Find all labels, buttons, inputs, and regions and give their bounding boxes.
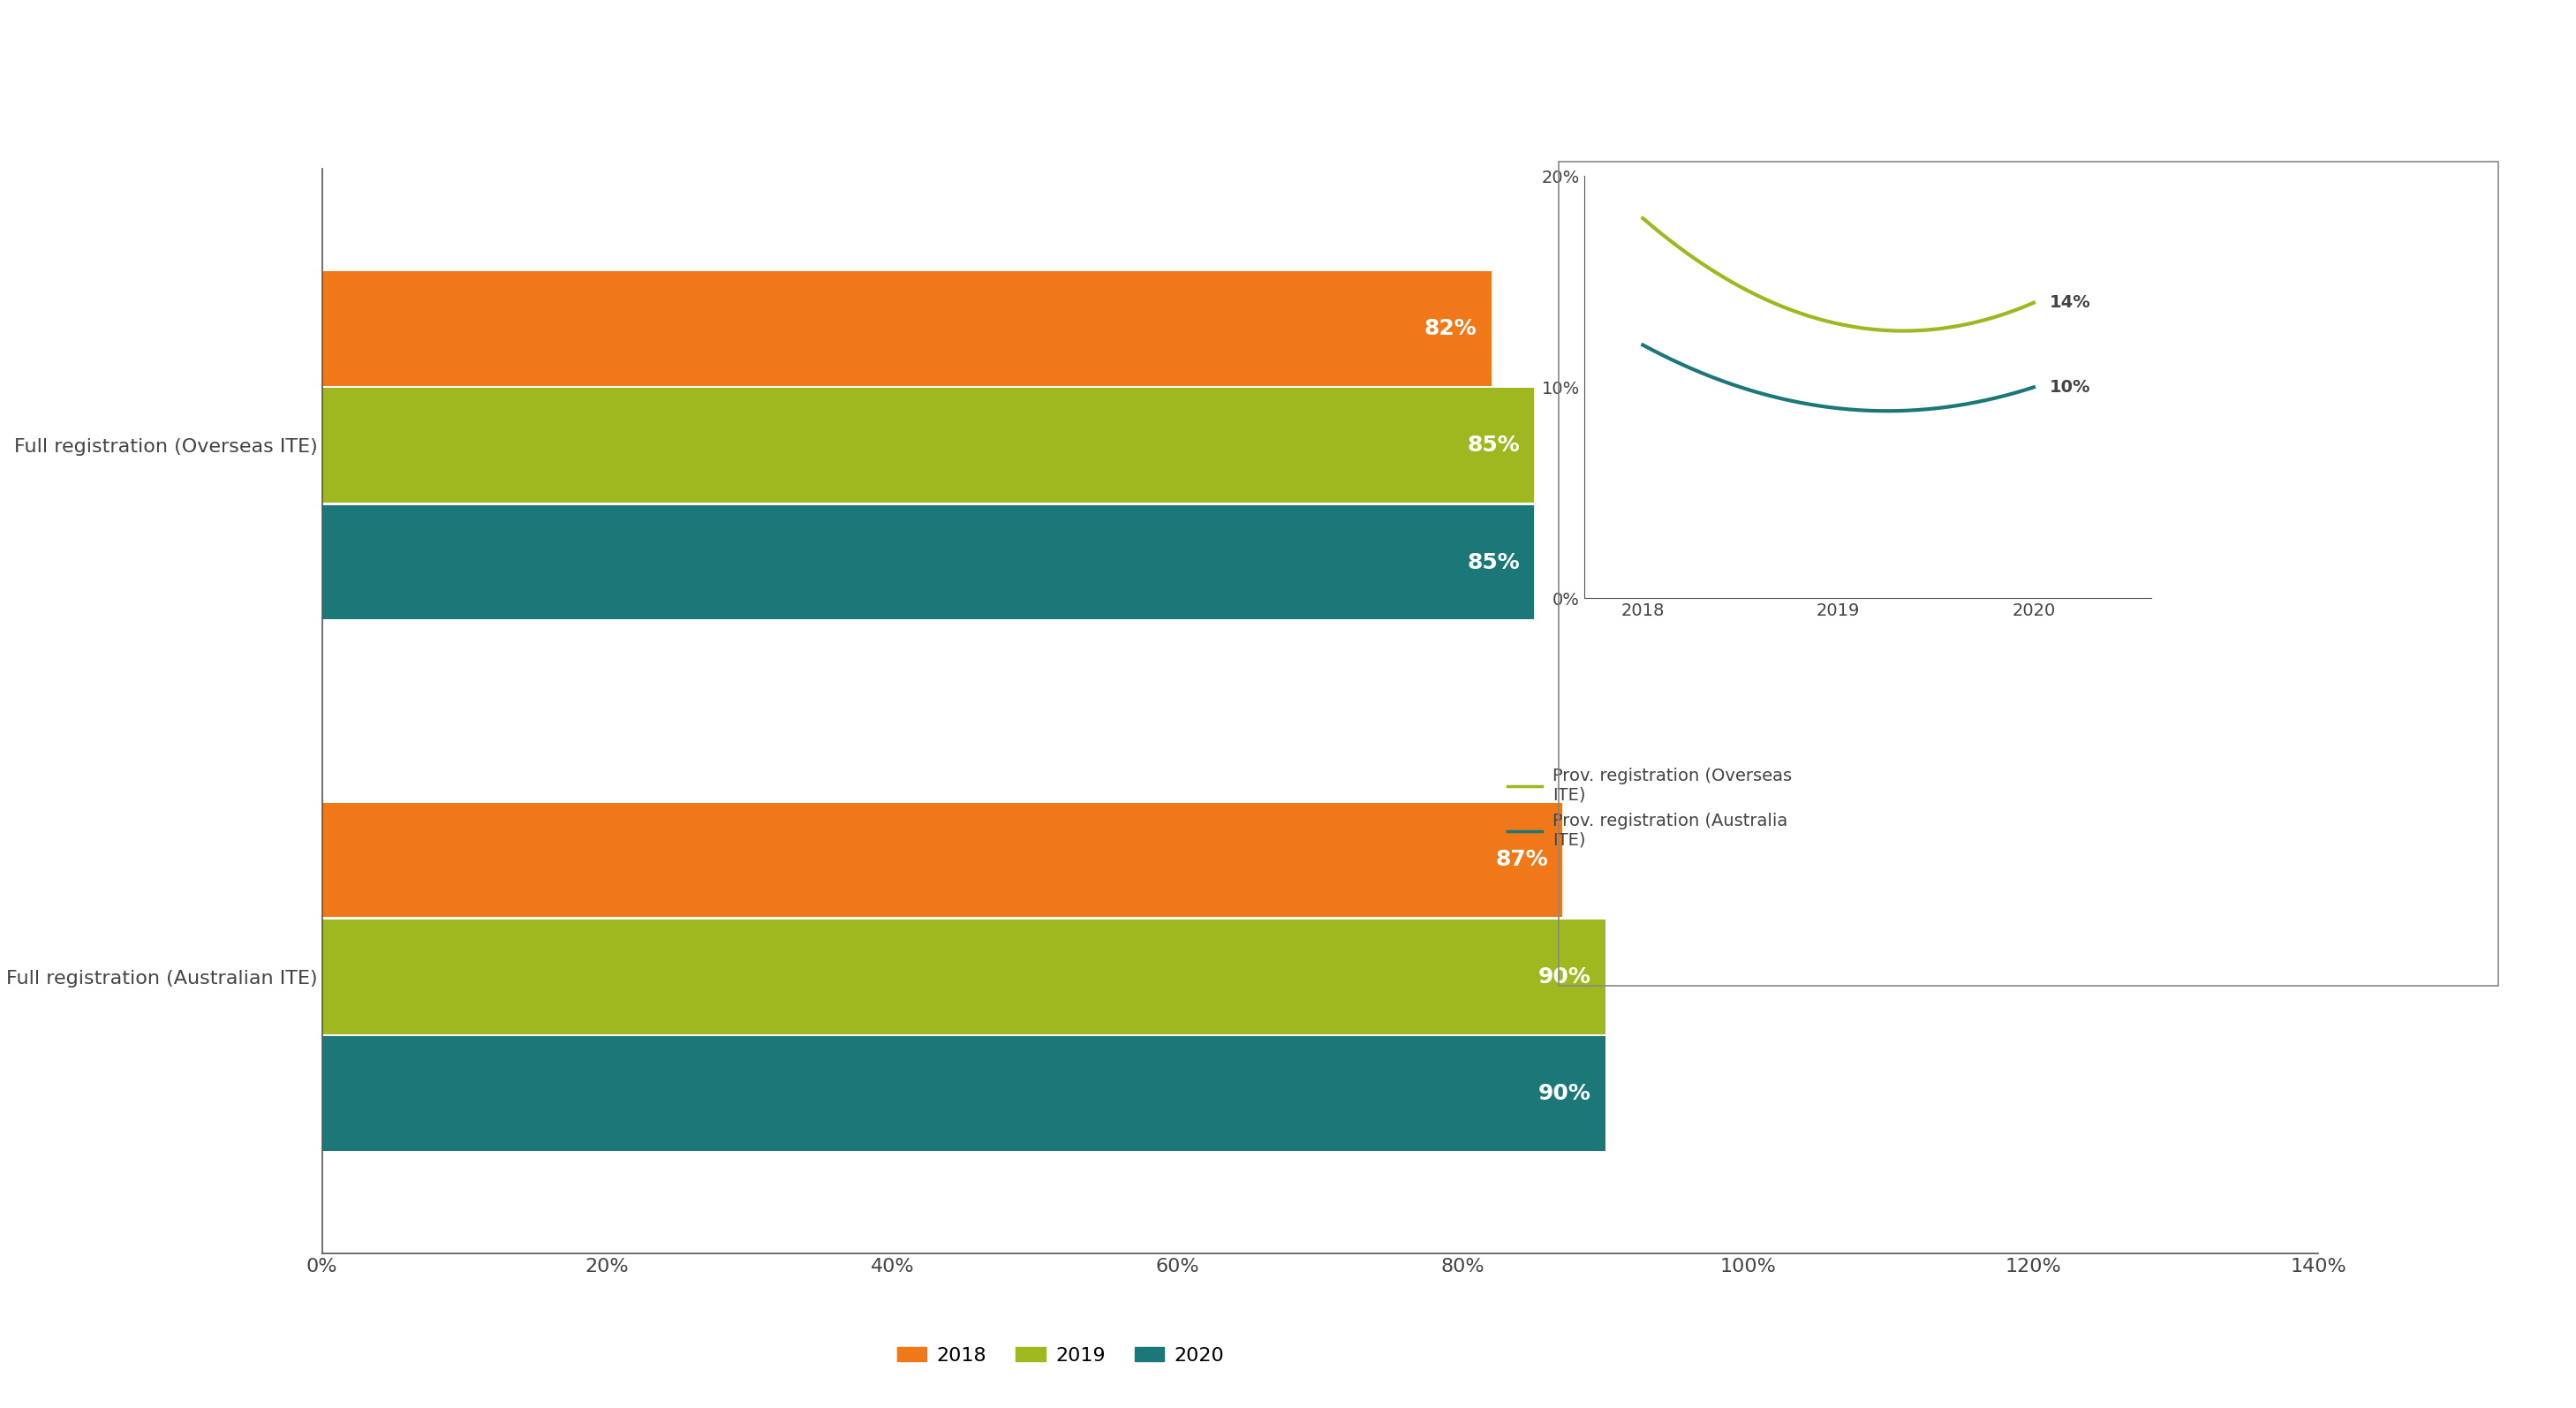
- Text: 87%: 87%: [1497, 849, 1548, 870]
- Bar: [322, 919, 1605, 1033]
- Legend: 2018, 2019, 2020: 2018, 2019, 2020: [889, 1339, 1231, 1373]
- Text: 14%: 14%: [2050, 294, 2092, 311]
- Bar: [322, 1036, 1605, 1150]
- Text: 90%: 90%: [1538, 1083, 1592, 1104]
- Legend: Prov. registration (Overseas
ITE), Prov. registration (Australia
ITE): Prov. registration (Overseas ITE), Prov.…: [1507, 767, 1793, 849]
- Text: 85%: 85%: [1468, 435, 1520, 456]
- Bar: [322, 803, 1564, 917]
- Bar: [322, 389, 1535, 503]
- Text: 10%: 10%: [2050, 379, 2089, 396]
- Text: 85%: 85%: [1468, 552, 1520, 573]
- Text: 90%: 90%: [1538, 966, 1592, 987]
- Bar: [322, 272, 1492, 386]
- Text: 82%: 82%: [1425, 318, 1476, 339]
- Bar: [322, 505, 1535, 620]
